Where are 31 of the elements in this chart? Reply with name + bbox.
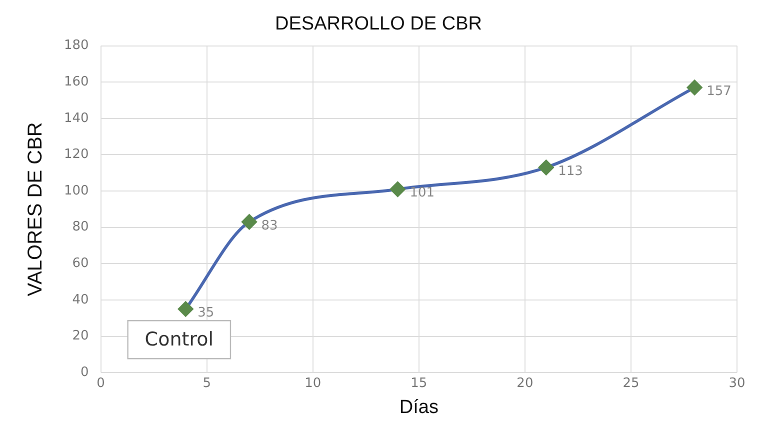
point (390, 182, 406, 197)
x-tick-label: 30 (728, 376, 746, 391)
y-tick-label: 0 (80, 364, 89, 380)
point (178, 302, 194, 317)
y-tick-label: 20 (72, 328, 89, 344)
chart-title: DESARROLLO DE CBR (275, 14, 482, 35)
data-label: 35 (198, 305, 214, 320)
y-tick-label: 80 (72, 220, 89, 235)
y-tick-label: 100 (64, 183, 89, 198)
point (242, 214, 257, 230)
x-axis-title: Días (399, 396, 438, 418)
annotation: Control (144, 328, 214, 351)
x-tick-label: 0 (96, 376, 105, 391)
data-label: 113 (558, 164, 583, 179)
x-tick-label: 10 (304, 376, 322, 391)
y-tick-label: 120 (64, 147, 89, 162)
x-tick-label: 25 (622, 376, 640, 391)
x-tick-label: 15 (410, 376, 428, 391)
point (538, 160, 554, 175)
x-tick-label: 5 (202, 376, 211, 391)
y-tick-label: 180 (64, 38, 89, 54)
data-label: 157 (706, 84, 732, 99)
data-label: 83 (261, 218, 278, 234)
y-tick-label: 60 (72, 256, 89, 272)
y-axis-title: VALORES DE CBR (24, 122, 47, 296)
y-tick-label: 40 (72, 292, 89, 308)
data-label: 101 (410, 186, 435, 201)
y-tick-label: 160 (64, 74, 89, 90)
point (687, 80, 702, 96)
x-tick-label: 20 (516, 376, 534, 391)
y-tick-label: 140 (64, 110, 89, 126)
